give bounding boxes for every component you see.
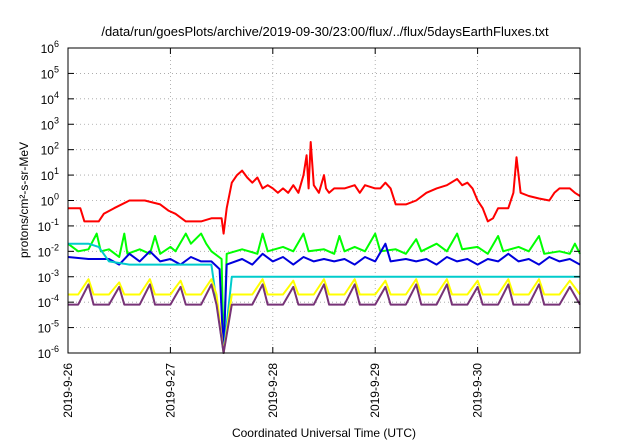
series-line-5 [68, 278, 581, 354]
y-tick-label: 101 [41, 166, 59, 183]
y-tick-label: 105 [41, 64, 59, 81]
y-tick-label: 104 [41, 90, 59, 107]
y-tick-label: 10-6 [38, 344, 59, 361]
series-line-2 [67, 232, 581, 354]
y-tick-label: 103 [41, 115, 59, 132]
y-tick-label: 10-5 [38, 319, 59, 336]
y-tick-label: 10-4 [38, 293, 59, 310]
y-tick-label: 10-1 [38, 217, 59, 234]
y-tick-label: 10-2 [38, 242, 59, 259]
x-tick-label: 2019-9-27 [163, 363, 177, 418]
series-layer [67, 141, 581, 354]
x-tick-label: 2019-9-28 [266, 363, 280, 418]
series-line-3 [67, 242, 581, 354]
x-axis-ticks: 2019-9-26 2019-9-27 2019-9-28 2019-9-29 2019… [61, 48, 485, 418]
series-line-4 [68, 242, 580, 354]
y-tick-label: 10-3 [38, 268, 59, 285]
series-line-6 [68, 283, 581, 354]
y-tick-label: 102 [41, 141, 59, 158]
x-tick-label: 2019-9-30 [471, 363, 485, 418]
x-axis-label: Coordinated Universal Time (UTC) [232, 426, 416, 440]
y-axis-ticks: 10-6 10-5 10-4 10-3 10-2 10-1 100 101 102 103 104 1… [38, 39, 580, 361]
y-axis-label: protons/cm²-s-sr-MeV [17, 142, 31, 258]
y-tick-label: 106 [41, 39, 59, 56]
x-tick-label: 2019-9-29 [368, 363, 382, 418]
y-tick-label: 100 [41, 192, 59, 209]
x-tick-label: 2019-9-26 [61, 363, 75, 418]
series-line-1 [68, 141, 581, 235]
chart-title: /data/run/goesPlots/archive/2019-09-30/2… [101, 24, 549, 39]
